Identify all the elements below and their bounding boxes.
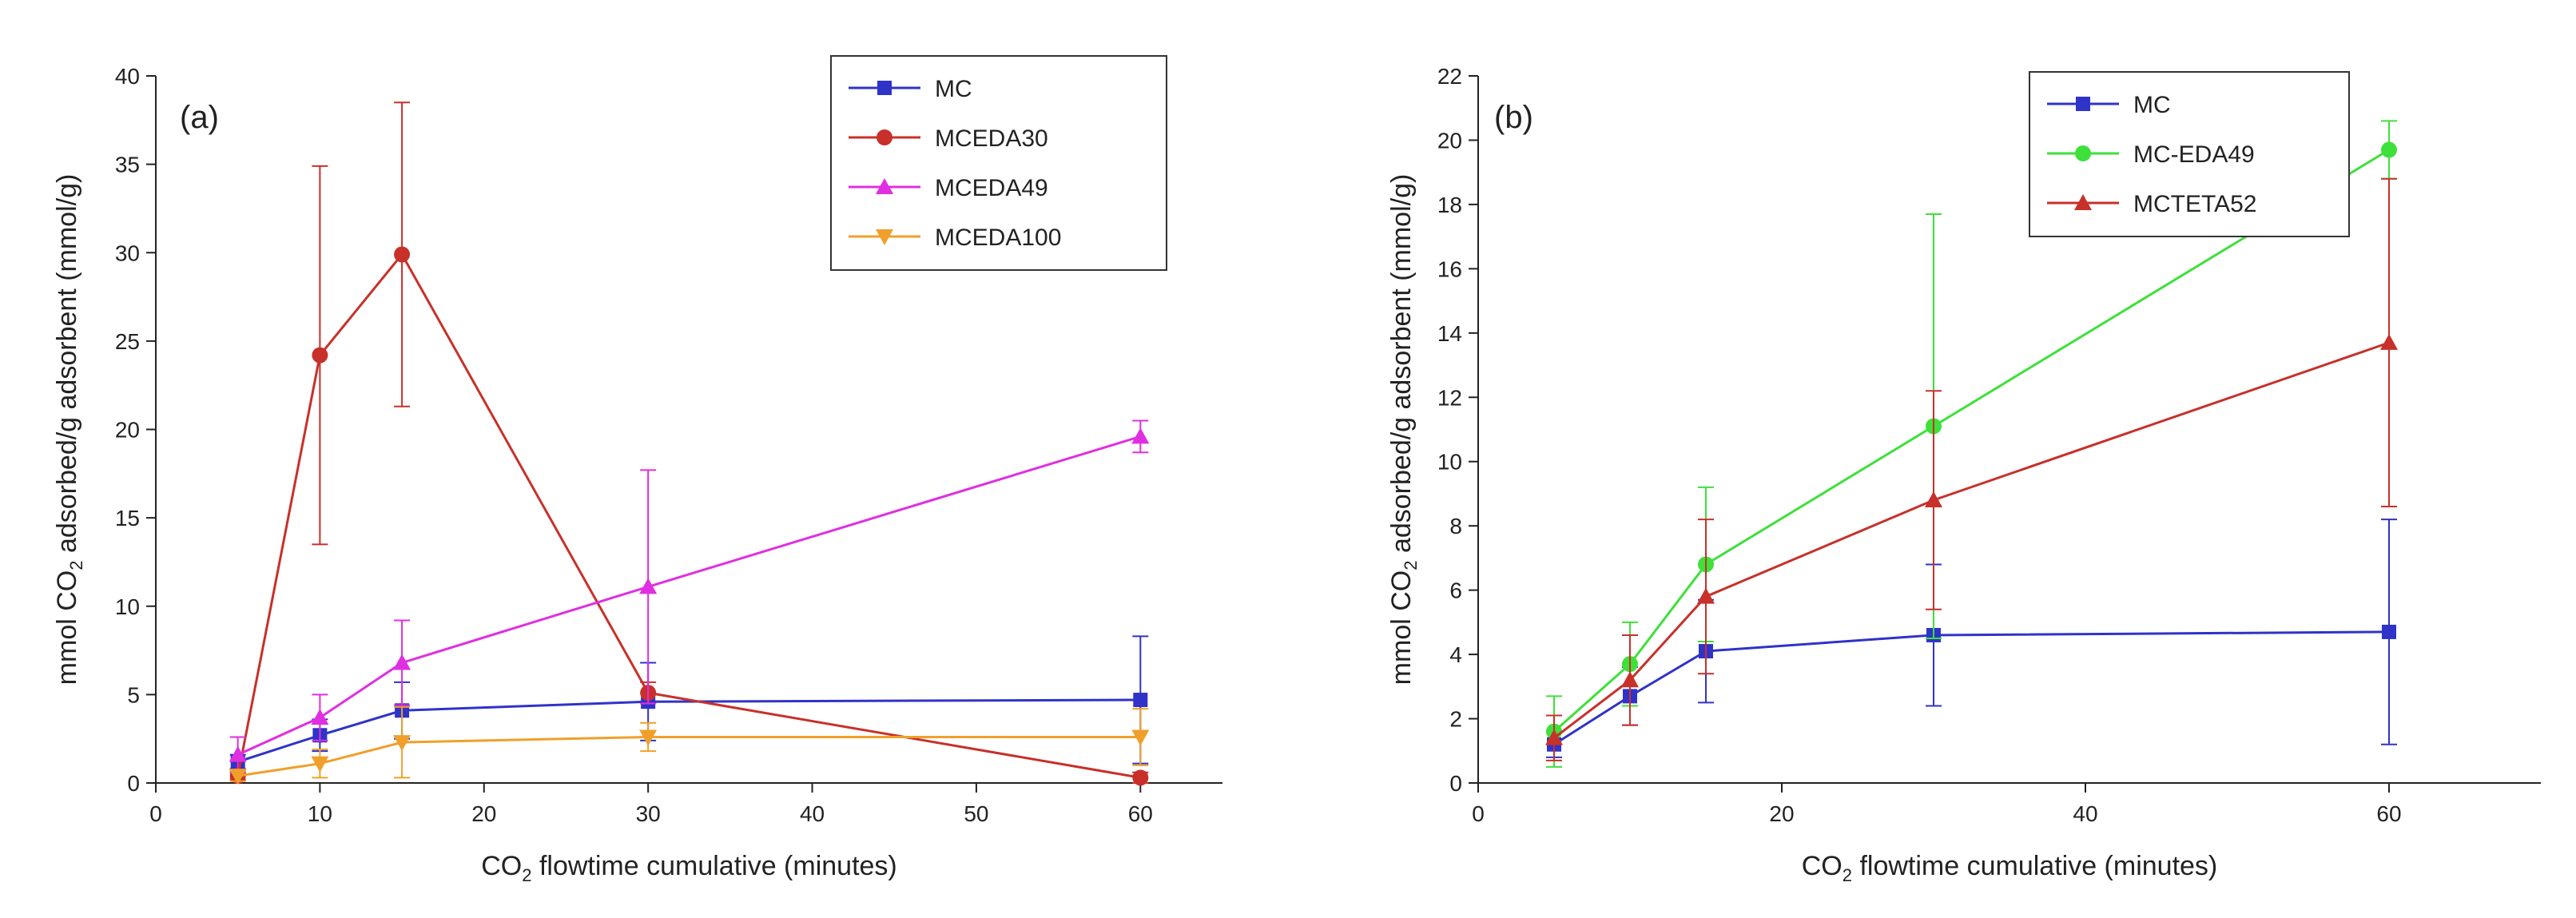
x-axis-title: CO2 flowtime cumulative (minutes) xyxy=(1802,851,2218,885)
legend-label: MCEDA100 xyxy=(935,225,1061,251)
y-tick-label: 40 xyxy=(115,64,140,89)
series-line xyxy=(237,698,1141,763)
x-tick-label: 0 xyxy=(1472,801,1485,826)
legend-label: MCEDA30 xyxy=(935,125,1048,152)
legend-label: MC xyxy=(2133,92,2171,118)
y-tick-label: 30 xyxy=(115,240,140,265)
y-tick-label: 14 xyxy=(1437,321,1462,346)
data-point xyxy=(1925,491,1942,507)
y-tick-label: 2 xyxy=(1449,707,1462,732)
x-axis-title: CO2 flowtime cumulative (minutes) xyxy=(481,851,897,885)
legend-label: MC xyxy=(935,76,972,102)
data-point xyxy=(394,246,411,263)
series-line xyxy=(1553,630,2390,745)
series-line xyxy=(237,435,1141,756)
y-tick-label: 18 xyxy=(1437,193,1462,217)
legend-marker xyxy=(876,178,893,194)
y-tick-label: 4 xyxy=(1449,642,1462,667)
data-point xyxy=(312,347,328,364)
series-line xyxy=(237,735,1141,777)
data-point xyxy=(393,654,411,670)
y-tick-label: 22 xyxy=(1437,64,1462,89)
y-tick-label: 0 xyxy=(1449,771,1462,796)
legend-marker xyxy=(2075,145,2091,161)
legend: MC MC-EDA49 MCTETA52 xyxy=(2029,71,2350,237)
data-point xyxy=(2380,333,2398,350)
data-point xyxy=(1545,729,1563,745)
x-tick-label: 10 xyxy=(308,801,332,826)
series-mc xyxy=(229,635,1149,770)
legend-label: MCTETA52 xyxy=(2133,191,2256,217)
legend: MC MCEDA30 MCEDA49 MCEDA100 xyxy=(830,55,1167,271)
chart-panel-b: 0 20 40 60 0 2 4 6 8 10 12 14 16 18 20 22 CO2 flowtime c… xyxy=(1386,64,2541,885)
series-mceda100 xyxy=(229,705,1150,785)
series-mc xyxy=(1546,519,2397,758)
legend-marker xyxy=(876,229,893,245)
data-point xyxy=(2382,624,2396,639)
x-tick-label: 40 xyxy=(2073,801,2097,826)
series-mcteta52 xyxy=(1545,177,2398,761)
legend-marker xyxy=(877,81,892,95)
x-tick-label: 20 xyxy=(471,801,496,826)
x-tick-label: 40 xyxy=(800,801,825,826)
data-point xyxy=(1131,427,1150,444)
y-axis-title: mmol CO2 adsorbed/g adsorbent (mmol/g) xyxy=(52,174,86,686)
data-point xyxy=(1132,769,1149,786)
y-tick-label: 16 xyxy=(1437,256,1462,281)
data-point xyxy=(2381,141,2397,158)
y-tick-label: 25 xyxy=(115,329,140,354)
x-tick-label: 30 xyxy=(636,801,661,826)
series-mceda49 xyxy=(229,419,1150,773)
x-tick-label: 0 xyxy=(149,801,162,826)
y-tick-label: 20 xyxy=(1437,128,1462,153)
legend-marker xyxy=(2074,194,2092,210)
data-point xyxy=(311,709,329,725)
data-point xyxy=(311,756,329,773)
data-point xyxy=(1131,729,1150,746)
y-tick-label: 12 xyxy=(1437,385,1462,410)
legend-marker xyxy=(2076,97,2090,111)
x-tick-label: 50 xyxy=(964,801,988,826)
y-tick-label: 5 xyxy=(127,682,140,707)
data-point xyxy=(1133,693,1148,708)
x-tick-label: 60 xyxy=(2376,801,2401,826)
x-tick-label: 20 xyxy=(1769,801,1794,826)
data-point xyxy=(229,745,247,762)
y-axis-title: mmol CO2 adsorbed/g adsorbent (mmol/g) xyxy=(1386,174,1421,686)
data-point xyxy=(393,735,411,752)
panel-label: (a) xyxy=(180,100,219,135)
y-tick-label: 0 xyxy=(127,771,140,796)
y-tick-label: 35 xyxy=(115,153,140,177)
x-tick-label: 60 xyxy=(1128,801,1153,826)
data-point xyxy=(639,578,658,594)
y-tick-label: 15 xyxy=(115,506,140,531)
data-point xyxy=(1697,587,1715,604)
data-point xyxy=(229,769,247,785)
data-point xyxy=(639,729,658,746)
chart-panel-a: 0 10 20 30 40 50 60 0 5 10 15 20 25 30 35 40 CO2 flowtim… xyxy=(52,55,1222,885)
y-tick-label: 6 xyxy=(1449,578,1462,603)
data-point xyxy=(1621,671,1639,688)
legend-label: MCEDA49 xyxy=(935,175,1048,201)
panel-label: (b) xyxy=(1494,100,1533,135)
legend-label: MC-EDA49 xyxy=(2133,141,2255,168)
y-tick-label: 10 xyxy=(115,594,140,619)
y-tick-label: 20 xyxy=(115,418,140,443)
y-tick-label: 8 xyxy=(1449,514,1462,538)
legend-marker xyxy=(877,129,892,145)
y-tick-label: 10 xyxy=(1437,450,1462,475)
